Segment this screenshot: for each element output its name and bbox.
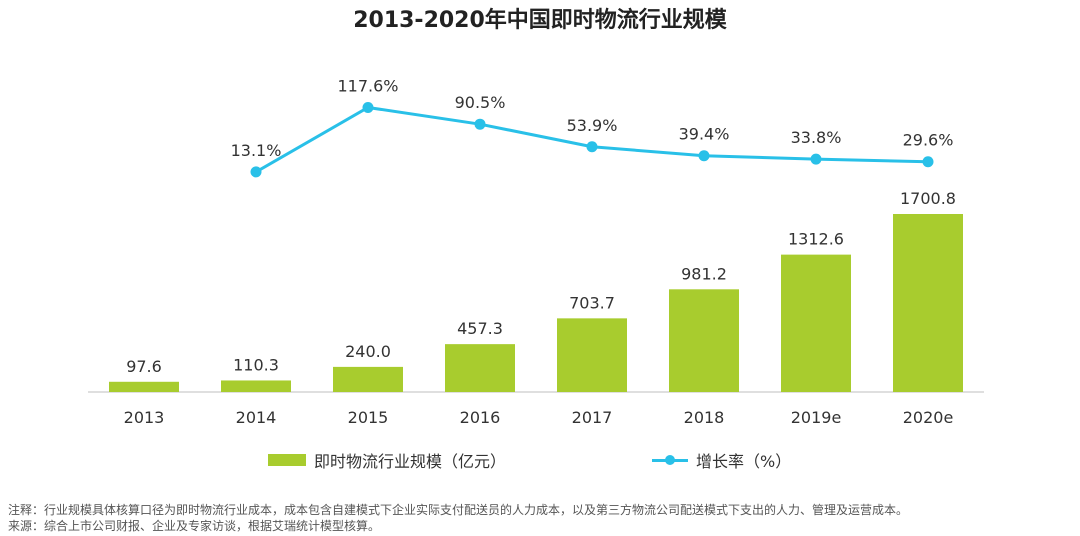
growth-label-2014: 13.1% (231, 141, 282, 160)
x-tick-2016: 2016 (460, 408, 501, 427)
x-tick-2020e: 2020e (903, 408, 954, 427)
legend-line-label: 增长率（%） (696, 452, 792, 471)
x-tick-2013: 2013 (124, 408, 165, 427)
legend-line-item: 增长率（%） (652, 448, 791, 472)
bar-2015 (333, 366, 403, 392)
bar-2020e (893, 214, 963, 392)
footnotes: 注释：行业规模具体核算口径为即时物流行业成本，成本包含自建模式下企业实际支付配送… (8, 502, 908, 534)
bar-label-2016: 457.3 (457, 319, 503, 338)
bar-label-2013: 97.6 (126, 357, 162, 376)
bar-2017 (557, 318, 627, 392)
source-text: 来源：综合上市公司财报、企业及专家访谈，根据艾瑞统计模型核算。 (8, 519, 381, 533)
bar-2019e (781, 254, 851, 392)
growth-label-2018: 39.4% (679, 125, 730, 144)
growth-label-2017: 53.9% (567, 116, 618, 135)
growth-label-2019e: 33.8% (791, 128, 842, 147)
growth-point-2016 (474, 118, 486, 130)
x-tick-2019e: 2019e (791, 408, 842, 427)
bar-label-2014: 110.3 (233, 355, 279, 374)
legend-bar-item: 即时物流行业规模（亿元） (268, 448, 506, 472)
growth-label-2015: 117.6% (337, 76, 398, 95)
note-text: 注释：行业规模具体核算口径为即时物流行业成本，成本包含自建模式下企业实际支付配送… (8, 503, 909, 517)
bar-label-2019e: 1312.6 (788, 230, 844, 249)
bar-label-2020e: 1700.8 (900, 189, 956, 208)
growth-point-2017 (586, 141, 598, 153)
chart-title: 2013-2020年中国即时物流行业规模 (353, 8, 727, 33)
bar-2016 (445, 344, 515, 392)
x-tick-2017: 2017 (572, 408, 613, 427)
bar-label-2015: 240.0 (345, 342, 391, 361)
bar-2014 (221, 380, 291, 392)
growth-point-2019e (810, 153, 822, 165)
x-tick-2018: 2018 (684, 408, 725, 427)
growth-point-2020e (922, 156, 934, 168)
growth-point-2015 (362, 101, 374, 113)
growth-label-2020e: 29.6% (903, 131, 954, 150)
legend-bar-swatch (268, 454, 306, 466)
legend-bar-label: 即时物流行业规模（亿元） (314, 452, 507, 471)
legend-line-swatch (652, 454, 688, 466)
growth-label-2016: 90.5% (455, 93, 506, 112)
bar-label-2017: 703.7 (569, 293, 615, 312)
x-tick-2015: 2015 (348, 408, 389, 427)
growth-point-2014 (250, 166, 262, 178)
chart-canvas: 97.6 2013 110.3 2014 240.0 2015 457.3 2016 703.7… (88, 76, 984, 427)
x-tick-2014: 2014 (236, 408, 277, 427)
bar-label-2018: 981.2 (681, 264, 727, 283)
bar-2018 (669, 289, 739, 392)
bar-2013 (109, 381, 179, 392)
growth-point-2018 (698, 150, 710, 162)
